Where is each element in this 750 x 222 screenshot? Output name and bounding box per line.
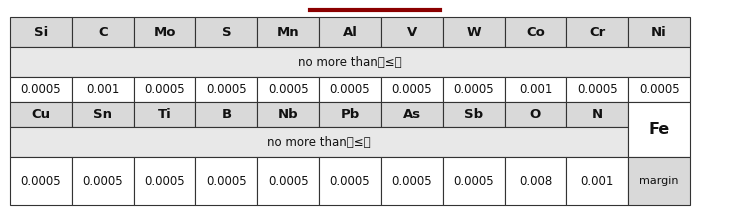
Text: no more than（≤）: no more than（≤）: [267, 135, 371, 149]
Text: 0.0005: 0.0005: [453, 83, 494, 96]
Text: Fe: Fe: [649, 122, 670, 137]
Text: 0.0005: 0.0005: [392, 83, 432, 96]
Bar: [628, 77, 690, 102]
Text: 0.0005: 0.0005: [206, 83, 247, 96]
Bar: [628, 102, 690, 157]
Text: Mo: Mo: [153, 26, 176, 38]
Text: 0.0005: 0.0005: [330, 83, 370, 96]
Bar: [319, 102, 381, 127]
Text: B: B: [221, 108, 232, 121]
Bar: [442, 77, 505, 102]
Bar: [505, 102, 566, 127]
Text: 0.0005: 0.0005: [577, 83, 617, 96]
Text: 0.0005: 0.0005: [330, 174, 370, 188]
Bar: [72, 17, 134, 47]
Text: Pb: Pb: [340, 108, 360, 121]
Text: Al: Al: [343, 26, 358, 38]
Bar: [319, 77, 381, 102]
Bar: [196, 102, 257, 127]
Bar: [257, 157, 319, 205]
Bar: [134, 77, 196, 102]
Bar: [10, 127, 628, 157]
Text: Ti: Ti: [158, 108, 172, 121]
Text: Ni: Ni: [651, 26, 667, 38]
Bar: [10, 77, 72, 102]
Bar: [196, 17, 257, 47]
Bar: [72, 77, 134, 102]
Bar: [381, 157, 442, 205]
Bar: [134, 102, 196, 127]
Bar: [381, 102, 442, 127]
Bar: [566, 77, 628, 102]
Text: 0.0005: 0.0005: [20, 83, 62, 96]
Bar: [381, 17, 442, 47]
Bar: [442, 17, 505, 47]
Text: As: As: [403, 108, 421, 121]
Bar: [134, 17, 196, 47]
Bar: [319, 17, 381, 47]
Bar: [257, 77, 319, 102]
Bar: [566, 17, 628, 47]
Text: margin: margin: [639, 176, 679, 186]
Text: 0.0005: 0.0005: [268, 83, 308, 96]
Text: C: C: [98, 26, 107, 38]
Text: 0.0005: 0.0005: [20, 174, 62, 188]
Bar: [442, 157, 505, 205]
Bar: [505, 17, 566, 47]
Bar: [10, 47, 690, 77]
Bar: [10, 102, 72, 127]
Bar: [72, 102, 134, 127]
Text: Si: Si: [34, 26, 48, 38]
Bar: [319, 157, 381, 205]
Bar: [628, 17, 690, 47]
Text: 0.001: 0.001: [519, 83, 552, 96]
Bar: [505, 157, 566, 205]
Text: Cu: Cu: [32, 108, 50, 121]
Text: 0.0005: 0.0005: [392, 174, 432, 188]
Text: 0.0005: 0.0005: [144, 83, 184, 96]
Text: 0.0005: 0.0005: [268, 174, 308, 188]
Text: 0.0005: 0.0005: [144, 174, 184, 188]
Text: Sn: Sn: [93, 108, 112, 121]
Text: S: S: [221, 26, 231, 38]
Text: Nb: Nb: [278, 108, 298, 121]
Text: O: O: [530, 108, 541, 121]
Bar: [72, 157, 134, 205]
Bar: [10, 157, 72, 205]
Bar: [196, 157, 257, 205]
Text: 0.001: 0.001: [86, 83, 119, 96]
Text: N: N: [592, 108, 603, 121]
Text: 0.0005: 0.0005: [82, 174, 123, 188]
Text: no more than（≤）: no more than（≤）: [298, 56, 402, 69]
Bar: [566, 157, 628, 205]
Bar: [505, 77, 566, 102]
Text: 0.0005: 0.0005: [639, 83, 680, 96]
Bar: [257, 17, 319, 47]
Bar: [442, 102, 505, 127]
Text: Mn: Mn: [277, 26, 299, 38]
Bar: [134, 157, 196, 205]
Bar: [257, 102, 319, 127]
Text: Co: Co: [526, 26, 545, 38]
Text: V: V: [406, 26, 417, 38]
Text: Cr: Cr: [590, 26, 605, 38]
Text: 0.0005: 0.0005: [206, 174, 247, 188]
Bar: [10, 17, 72, 47]
Bar: [196, 77, 257, 102]
Bar: [566, 102, 628, 127]
Text: 0.0005: 0.0005: [453, 174, 494, 188]
Bar: [381, 77, 442, 102]
Text: 0.008: 0.008: [519, 174, 552, 188]
Bar: [628, 157, 690, 205]
Text: 0.001: 0.001: [580, 174, 614, 188]
Text: W: W: [466, 26, 481, 38]
Text: Sb: Sb: [464, 108, 483, 121]
